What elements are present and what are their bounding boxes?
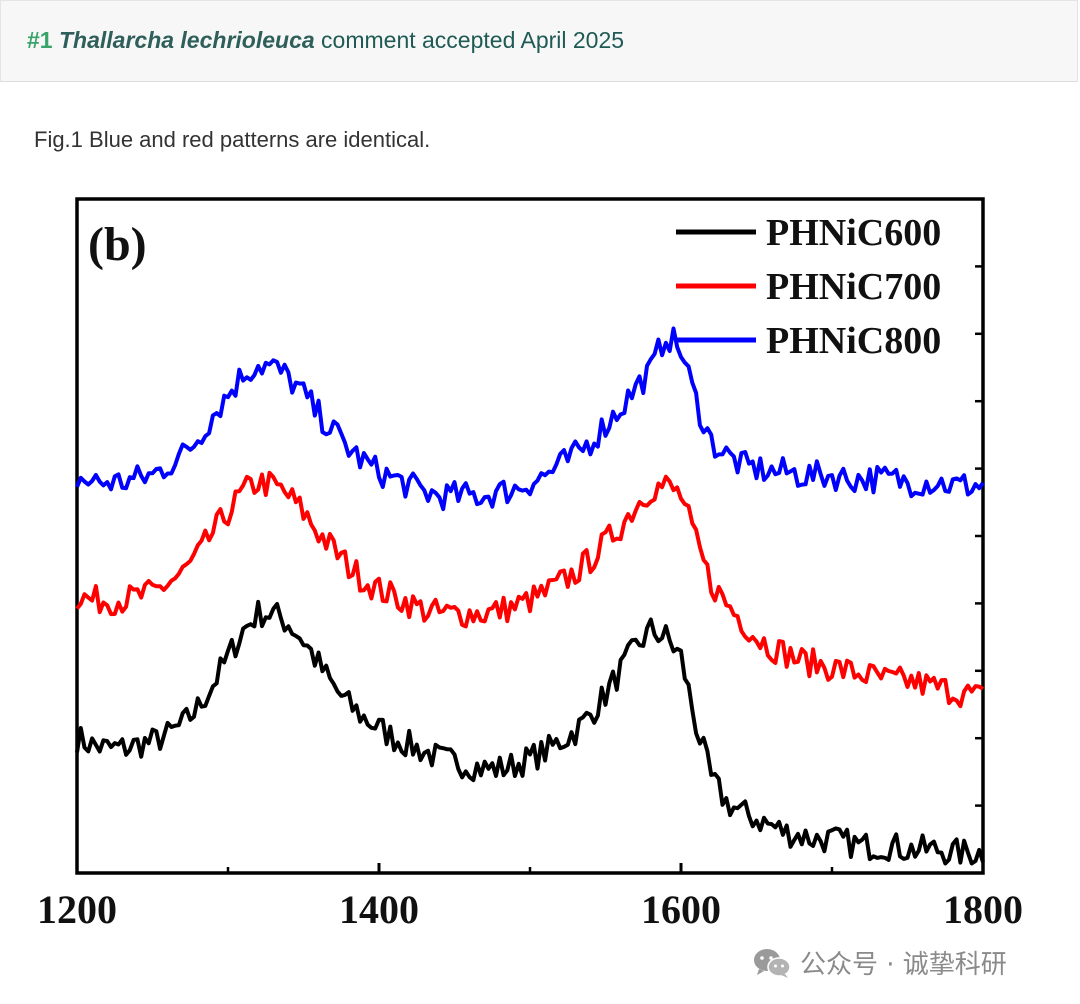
watermark: 公众号 · 诚挚科研 — [752, 944, 1007, 981]
figure-caption: Fig.1 Blue and red patterns are identica… — [34, 127, 431, 152]
comment-header: #1 Thallarcha lechrioleuca comment accep… — [0, 0, 1078, 82]
comment-number: #1 — [27, 27, 53, 53]
raman-spectra-chart: (b) PHNiC600 PHNiC700 PHNiC800 1200 1400 160… — [37, 197, 1023, 932]
x-tick-label: 1200 — [37, 887, 117, 932]
x-tick-label: 1400 — [339, 887, 419, 932]
legend-label-phnic600: PHNiC600 — [766, 212, 941, 254]
series-line-phnic800 — [75, 326, 985, 512]
series-line-phnic700 — [75, 470, 985, 709]
axis-ticks — [75, 265, 985, 873]
x-tick-label: 1800 — [943, 887, 1023, 932]
panel-label: (b) — [88, 218, 147, 271]
x-tick-label: 1600 — [641, 887, 721, 932]
legend-label-phnic800: PHNiC800 — [766, 320, 941, 362]
legend: PHNiC600 PHNiC700 PHNiC800 — [676, 212, 941, 362]
x-tick-labels: 1200 1400 1600 1800 — [37, 887, 1023, 932]
watermark-text: 公众号 · 诚挚科研 — [800, 950, 1007, 980]
comment-status: comment accepted April 2025 — [321, 27, 625, 53]
series-lines — [75, 326, 985, 866]
comment-title: #1 Thallarcha lechrioleuca comment accep… — [27, 27, 624, 54]
series-line-phnic600 — [75, 599, 985, 866]
wechat-icon — [754, 948, 791, 978]
species-name[interactable]: Thallarcha lechrioleuca — [58, 27, 315, 53]
legend-label-phnic700: PHNiC700 — [766, 266, 941, 308]
